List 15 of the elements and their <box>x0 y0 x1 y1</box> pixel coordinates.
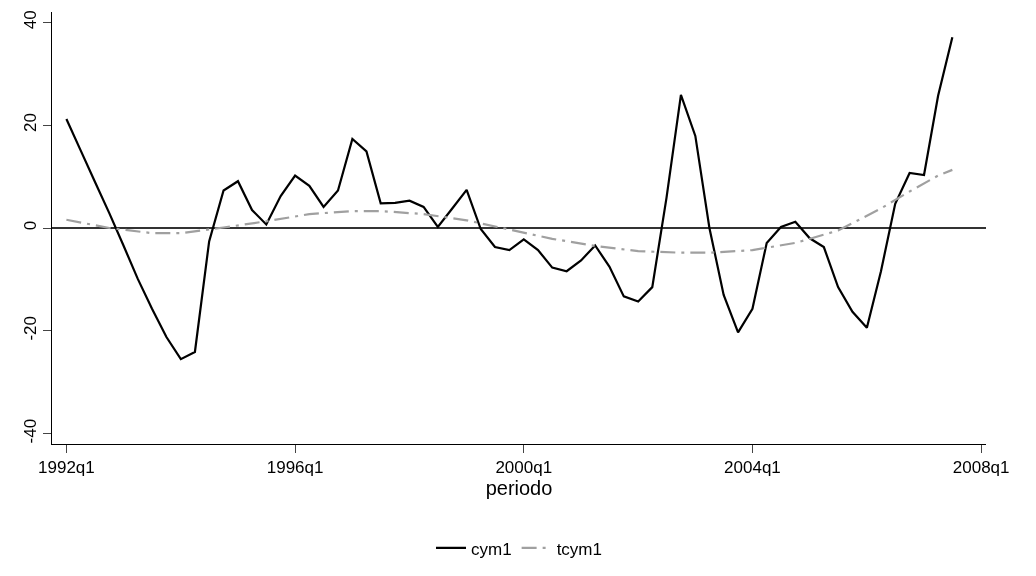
x-tick-label: 1992q1 <box>38 458 95 478</box>
y-tick-label: 0 <box>21 220 41 231</box>
x-tick-label: 2004q1 <box>724 458 781 478</box>
y-tick-label: -20 <box>21 316 41 341</box>
y-tick-label: -40 <box>21 418 41 444</box>
legend-label: cym1 <box>471 539 512 559</box>
x-tick-label: 2008q1 <box>952 458 1010 478</box>
line-series <box>65 36 954 361</box>
x-axis-title: periodo <box>485 477 553 500</box>
y-tick-label: 40 <box>21 10 41 30</box>
y-tick-label: 20 <box>21 113 41 133</box>
x-tick-label: 1996q1 <box>266 458 324 478</box>
legend-label: tcym1 <box>556 539 602 559</box>
x-tick-label: 2000q1 <box>495 458 553 478</box>
line-series <box>65 168 954 254</box>
